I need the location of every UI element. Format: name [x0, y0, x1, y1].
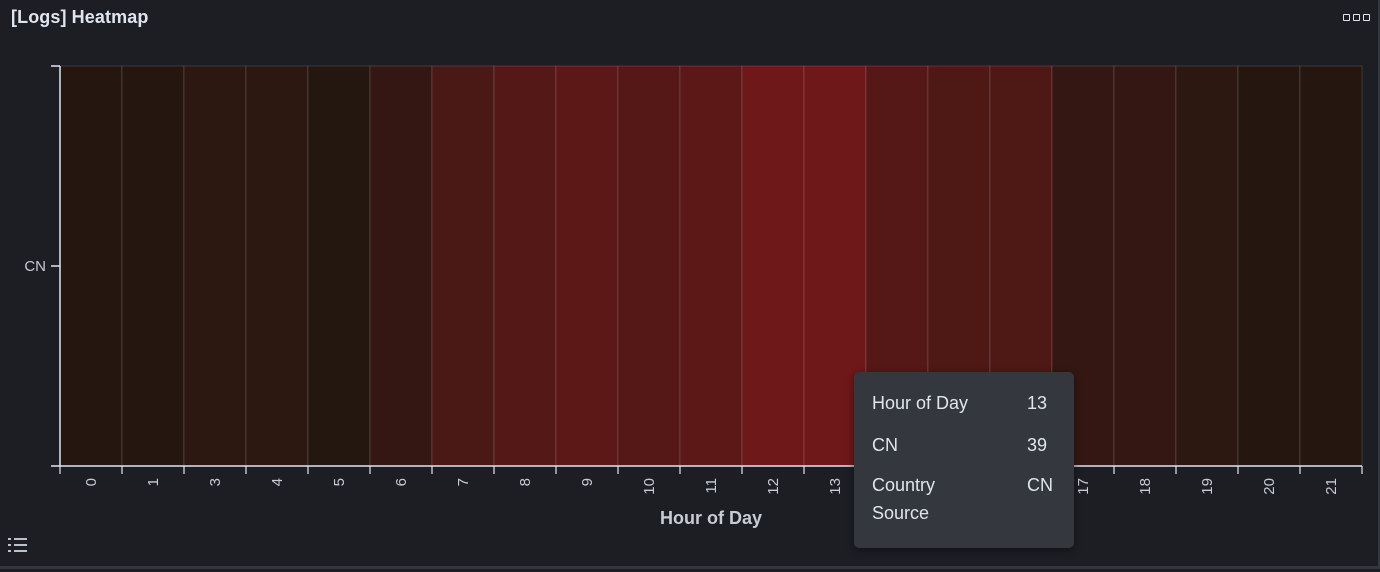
- x-tick-label: 10: [641, 478, 658, 495]
- more-options-icon[interactable]: [1343, 11, 1371, 23]
- heatmap-cell[interactable]: [555, 65, 619, 467]
- x-tick-label: 17: [1075, 478, 1092, 495]
- x-tick-label: 20: [1261, 478, 1278, 495]
- heatmap-cell[interactable]: [493, 65, 557, 467]
- legend-list-icon[interactable]: [7, 535, 29, 555]
- x-tick-label: 13: [827, 478, 844, 495]
- heatmap-cell[interactable]: [741, 65, 805, 467]
- heatmap-cell[interactable]: [307, 65, 371, 467]
- x-tick-label: 9: [579, 478, 596, 486]
- heatmap-cell[interactable]: [679, 65, 743, 467]
- panel-title: [Logs] Heatmap: [11, 7, 149, 27]
- x-tick-label: 8: [517, 478, 534, 486]
- heatmap-cell[interactable]: [1175, 65, 1239, 467]
- heatmap-cell[interactable]: [1237, 65, 1301, 467]
- chart-tooltip: Hour of Day 13 CN 39 Country Source CN: [854, 372, 1074, 548]
- x-tick-label: 18: [1137, 478, 1154, 495]
- x-axis-title: Hour of Day: [660, 508, 762, 528]
- heatmap-cell[interactable]: [1299, 65, 1363, 467]
- tooltip-label: Hour of Day: [872, 393, 969, 413]
- x-tick-label: 5: [331, 478, 348, 486]
- heatmap-cell[interactable]: [121, 65, 185, 467]
- heatmap-cell[interactable]: [1113, 65, 1177, 467]
- heatmap-cell[interactable]: [183, 65, 247, 467]
- x-tick-label: 21: [1323, 478, 1340, 495]
- tooltip-label: CN: [872, 435, 898, 455]
- tooltip-value: 13: [1027, 393, 1048, 413]
- x-tick-label: 7: [455, 478, 472, 486]
- heatmap-cell[interactable]: [245, 65, 309, 467]
- x-tick-label: 3: [207, 478, 224, 486]
- heatmap-cell[interactable]: [59, 65, 123, 467]
- x-tick-label: 11: [703, 478, 720, 494]
- x-tick-label: 0: [83, 478, 100, 486]
- x-tick-label: 19: [1199, 478, 1216, 495]
- x-tick-label: 6: [393, 478, 410, 486]
- tooltip-label: Country Source: [872, 475, 936, 523]
- y-tick-label: CN: [24, 258, 46, 275]
- heatmap-cell[interactable]: [369, 65, 433, 467]
- heatmap-cell[interactable]: [617, 65, 681, 467]
- heatmap-cell[interactable]: [431, 65, 495, 467]
- tooltip-value: CN: [1027, 475, 1053, 495]
- x-tick-label: 4: [269, 478, 286, 486]
- x-tick-label: 1: [145, 478, 162, 486]
- tooltip-value: 39: [1027, 435, 1048, 455]
- x-tick-label: 12: [765, 478, 782, 495]
